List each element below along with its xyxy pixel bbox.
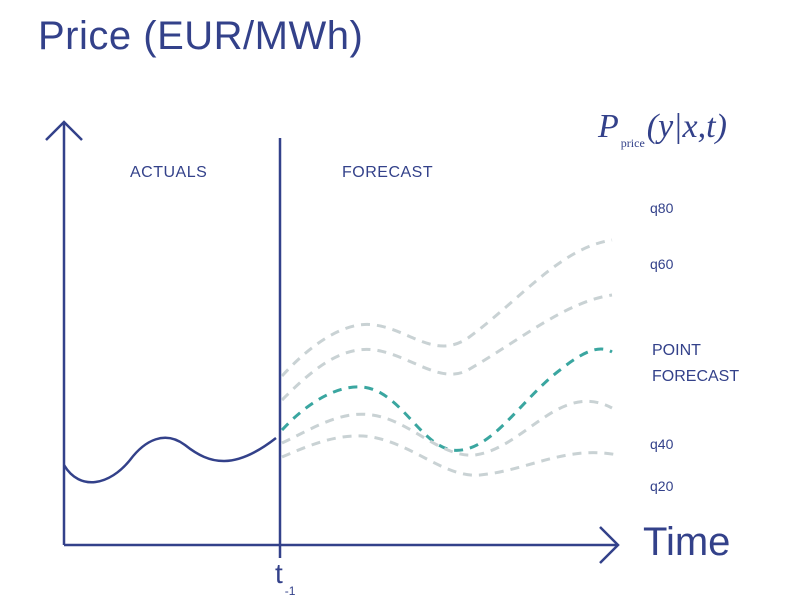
- point-forecast-line: [280, 347, 613, 452]
- quantile-line-q20: [281, 434, 619, 477]
- point-forecast-label: POINT FORECAST: [652, 338, 739, 390]
- point-forecast-label-line1: POINT: [652, 342, 701, 359]
- forecast-label: FORECAST: [342, 164, 434, 181]
- q60-label: q60: [650, 256, 674, 272]
- formula-args: (y|x,t): [646, 108, 727, 145]
- quantile-line-q40: [281, 399, 613, 457]
- point-forecast-label-line2: FORECAST: [652, 368, 740, 385]
- q80-label: q80: [650, 200, 674, 216]
- q40-label: q40: [650, 436, 674, 452]
- actuals-label: ACTUALS: [130, 164, 208, 181]
- y-axis-title: Price (EUR/MWh): [38, 14, 364, 58]
- x-axis-arrow: [599, 526, 620, 564]
- q20-label: q20: [650, 478, 674, 494]
- split-time-sub: -1: [284, 584, 296, 598]
- split-time-label: t-1: [275, 558, 295, 598]
- quantile-line-q60: [280, 293, 613, 402]
- formula-main: P: [598, 108, 619, 145]
- formula-sub: price: [620, 136, 645, 150]
- actuals-curve: [62, 436, 277, 484]
- y-axis-arrow: [45, 120, 83, 141]
- x-axis-title: Time: [643, 520, 731, 564]
- quantile-line-q80: [280, 238, 613, 378]
- split-time-main: t: [275, 558, 283, 589]
